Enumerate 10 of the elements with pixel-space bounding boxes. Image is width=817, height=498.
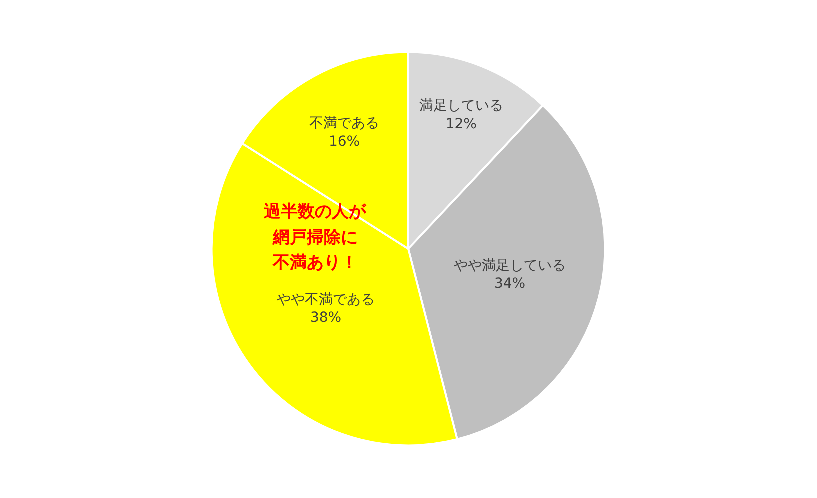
slice-label: 満足している [419, 98, 504, 114]
slice-label: 不満である [310, 116, 380, 132]
data-label: 12% [446, 116, 477, 132]
text: 不満あり！ [272, 253, 358, 273]
slice-label: やや不満である [277, 292, 376, 308]
data-label: 38% [310, 310, 342, 326]
data-label: 34% [494, 276, 526, 292]
text: 網戸掃除に [272, 228, 358, 248]
data-label: 16% [328, 134, 360, 150]
slice-label: やや満足している [454, 258, 566, 274]
